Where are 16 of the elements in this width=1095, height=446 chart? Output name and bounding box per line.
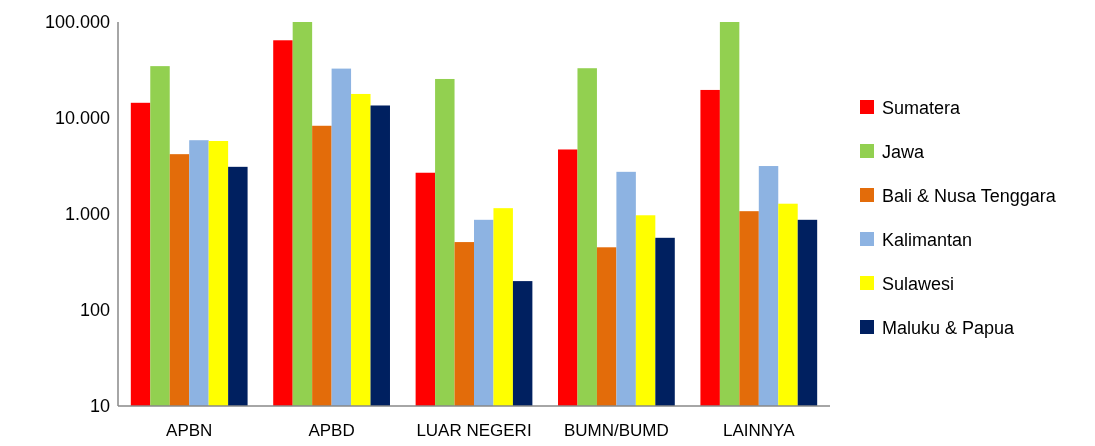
y-tick-label: 10.000 — [54, 108, 110, 129]
legend-label: Bali & Nusa Tenggara — [882, 186, 1057, 207]
y-tick-label: 100 — [79, 300, 110, 321]
y-tick-label: 1.000 — [64, 204, 110, 225]
legend-label: Jawa — [882, 142, 926, 163]
x-tick-label: BUMN/BUMD — [563, 421, 669, 440]
legend-label: Sumatera — [882, 98, 962, 119]
x-tick-label: APBN — [166, 421, 213, 440]
legend-label: Kalimantan — [882, 230, 973, 251]
y-tick-label: 100.000 — [44, 12, 110, 33]
y-tick-label: 10 — [89, 396, 110, 417]
x-tick-label: LAINNYA — [723, 421, 796, 440]
legend-label: Maluku & Papua — [882, 318, 1016, 339]
legend-label: Sulawesi — [882, 274, 955, 295]
x-tick-label: APBD — [308, 421, 355, 440]
x-tick-label: LUAR NEGERI — [416, 421, 532, 440]
